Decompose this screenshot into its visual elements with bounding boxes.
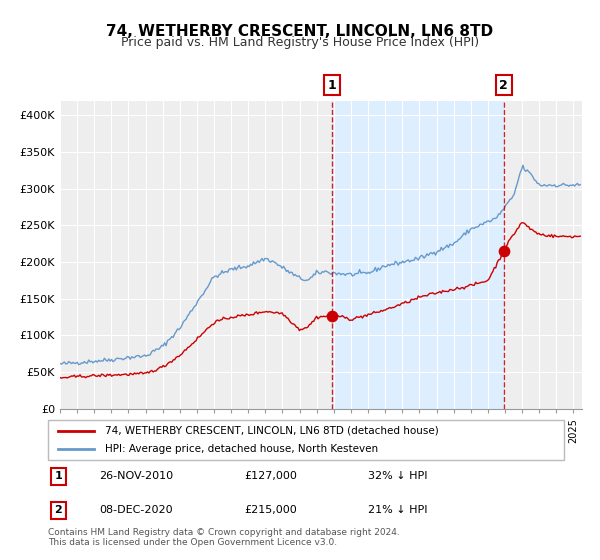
- Text: 08-DEC-2020: 08-DEC-2020: [100, 505, 173, 515]
- Text: 1: 1: [55, 472, 62, 482]
- Text: 74, WETHERBY CRESCENT, LINCOLN, LN6 8TD (detached house): 74, WETHERBY CRESCENT, LINCOLN, LN6 8TD …: [105, 426, 439, 436]
- FancyBboxPatch shape: [48, 420, 564, 460]
- Text: Price paid vs. HM Land Registry's House Price Index (HPI): Price paid vs. HM Land Registry's House …: [121, 36, 479, 49]
- Point: [328, 311, 337, 320]
- Text: Contains HM Land Registry data © Crown copyright and database right 2024.
This d: Contains HM Land Registry data © Crown c…: [48, 528, 400, 548]
- Text: 26-NOV-2010: 26-NOV-2010: [100, 472, 174, 482]
- Text: 74, WETHERBY CRESCENT, LINCOLN, LN6 8TD: 74, WETHERBY CRESCENT, LINCOLN, LN6 8TD: [106, 24, 494, 39]
- Text: 2: 2: [499, 78, 508, 91]
- Text: 21% ↓ HPI: 21% ↓ HPI: [368, 505, 427, 515]
- Text: £215,000: £215,000: [244, 505, 297, 515]
- Point: [499, 246, 509, 255]
- Text: £127,000: £127,000: [244, 472, 297, 482]
- Bar: [332, 101, 504, 409]
- Text: 32% ↓ HPI: 32% ↓ HPI: [368, 472, 427, 482]
- Text: HPI: Average price, detached house, North Kesteven: HPI: Average price, detached house, Nort…: [105, 445, 378, 454]
- Text: 2: 2: [55, 505, 62, 515]
- Text: 1: 1: [328, 78, 337, 91]
